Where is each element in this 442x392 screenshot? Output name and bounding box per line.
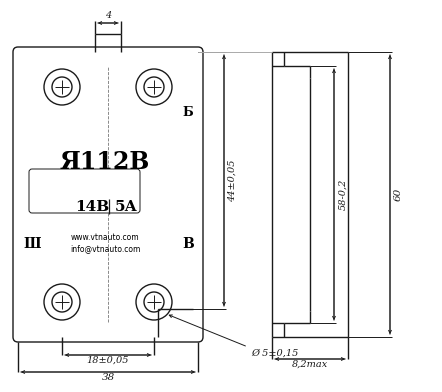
Text: В: В bbox=[182, 237, 194, 251]
Text: 5А: 5А bbox=[114, 200, 137, 214]
Text: www.vtnauto.com: www.vtnauto.com bbox=[71, 232, 139, 241]
Text: Ш: Ш bbox=[23, 237, 41, 251]
Text: 18±0,05: 18±0,05 bbox=[87, 356, 129, 365]
Text: 8,2max: 8,2max bbox=[292, 360, 328, 369]
Text: 60: 60 bbox=[394, 188, 403, 201]
Text: Ø 5±0,15: Ø 5±0,15 bbox=[251, 349, 298, 358]
FancyBboxPatch shape bbox=[13, 47, 203, 342]
FancyBboxPatch shape bbox=[29, 169, 140, 213]
Text: Я112В: Я112В bbox=[60, 150, 150, 174]
Text: 44±0,05: 44±0,05 bbox=[228, 159, 237, 202]
Text: Б: Б bbox=[183, 105, 194, 118]
Text: 4: 4 bbox=[105, 11, 111, 20]
Text: 58-0,2: 58-0,2 bbox=[338, 179, 347, 210]
Text: 14В: 14В bbox=[75, 200, 109, 214]
Text: 38: 38 bbox=[101, 373, 114, 382]
Text: info@vtnauto.com: info@vtnauto.com bbox=[70, 245, 140, 254]
